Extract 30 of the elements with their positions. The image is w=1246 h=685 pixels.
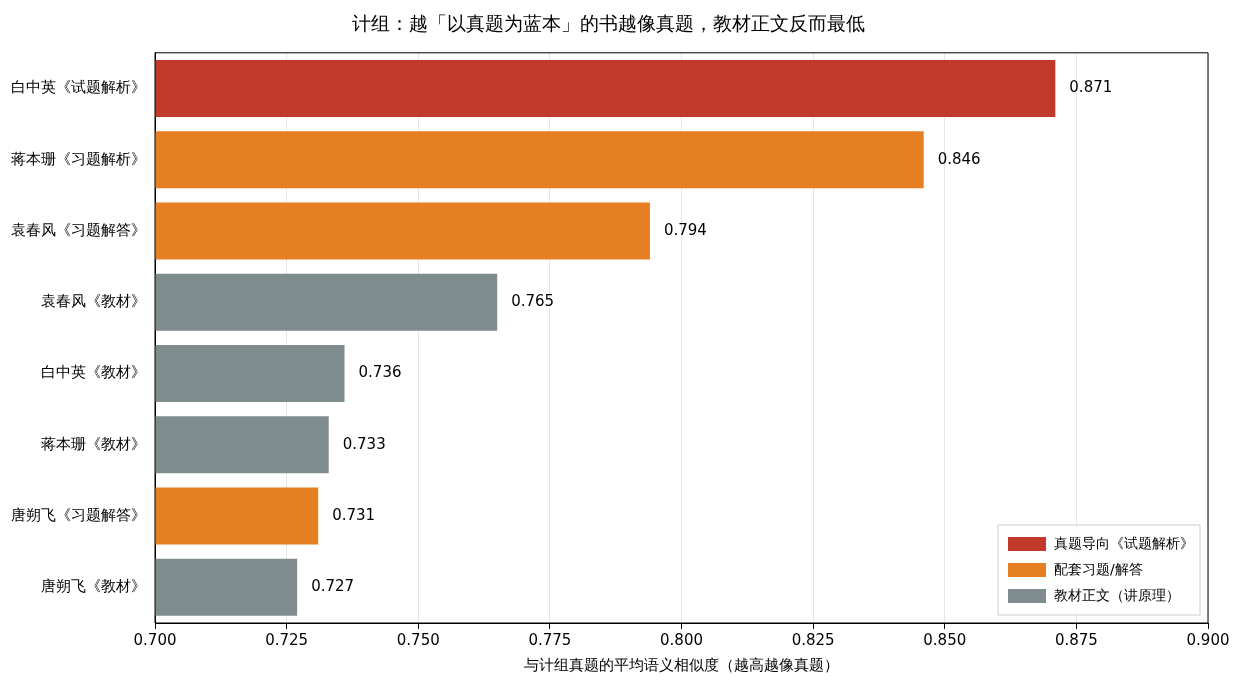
y-tick-label: 白中英《教材》	[41, 363, 146, 382]
data-label: 0.736	[358, 363, 402, 382]
y-tick-label: 唐朔飞《习题解答》	[11, 505, 146, 524]
y-tick-label: 唐朔飞《教材》	[41, 577, 146, 596]
legend-label: 真题导向《试题解析》	[1054, 534, 1194, 551]
y-tick-label: 袁春风《教材》	[41, 292, 146, 311]
x-tick-label: 0.775	[528, 630, 572, 649]
x-tick-label: 0.725	[265, 630, 309, 649]
chart-title: 计组：越「以真题为蓝本」的书越像真题，教材正文反而最低	[351, 12, 865, 35]
legend-label: 配套习题/解答	[1054, 560, 1143, 577]
x-axis-title: 与计组真题的平均语义相似度（越高越像真题）	[524, 655, 839, 674]
data-label: 0.733	[342, 434, 386, 453]
x-tick-label: 0.900	[1186, 630, 1230, 649]
x-tick-label: 0.800	[660, 630, 703, 649]
y-tick-label: 蒋本珊《习题解析》	[11, 149, 146, 168]
data-label: 0.871	[1069, 78, 1113, 97]
y-tick-label: 袁春风《习题解答》	[11, 220, 146, 239]
y-tick-label: 白中英《试题解析》	[11, 78, 146, 97]
x-tick-label: 0.875	[1054, 630, 1098, 649]
data-label: 0.794	[663, 220, 707, 239]
data-label: 0.731	[332, 505, 376, 524]
x-tick-label: 0.750	[396, 630, 440, 649]
x-tick-label: 0.700	[133, 630, 177, 649]
x-tick-label: 0.850	[923, 630, 967, 649]
y-tick-label: 蒋本珊《教材》	[41, 434, 146, 453]
data-label: 0.846	[937, 149, 981, 168]
legend-label: 教材正文（讲原理）	[1054, 586, 1180, 603]
data-label: 0.727	[311, 577, 355, 596]
x-tick-label: 0.825	[791, 630, 835, 649]
data-label: 0.765	[511, 292, 555, 311]
